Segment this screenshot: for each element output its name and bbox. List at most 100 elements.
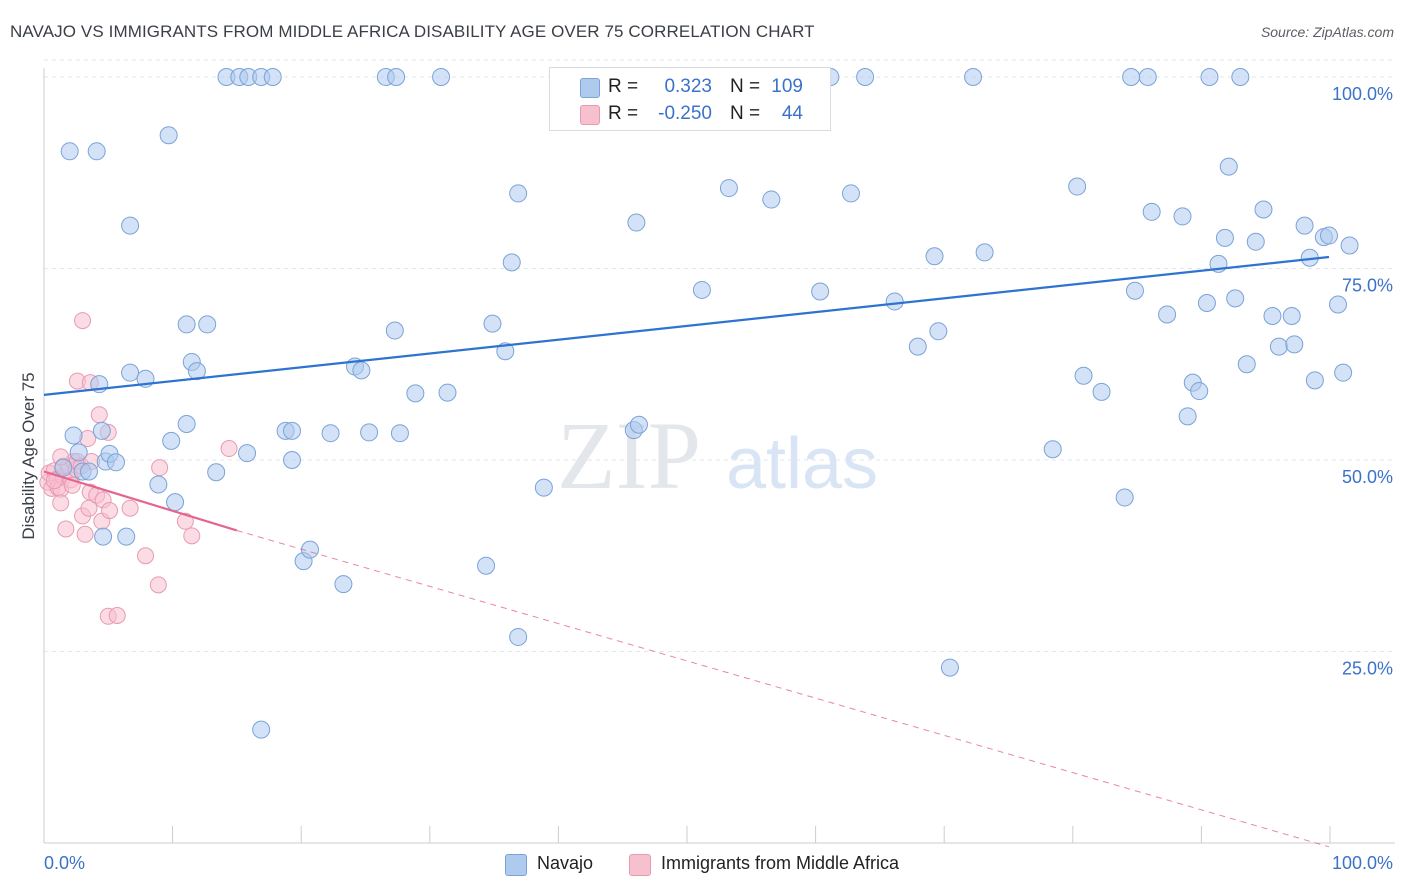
chart-title: NAVAJO VS IMMIGRANTS FROM MIDDLE AFRICA … — [10, 22, 815, 41]
navajo-point — [1173, 207, 1192, 226]
navajo-point — [1320, 226, 1338, 245]
navajo-point — [477, 556, 496, 575]
navajo-point — [1215, 228, 1234, 247]
immigrants-point — [151, 459, 169, 477]
y-tick-label: 75.0% — [1342, 276, 1393, 296]
navajo-point — [159, 126, 178, 145]
navajo-point — [1285, 335, 1304, 354]
immigrants-point — [52, 494, 70, 512]
trend-lines — [43, 255, 1330, 848]
immigrants-trend-line — [43, 470, 238, 532]
y-tick-label: 25.0% — [1342, 659, 1393, 679]
navajo-point — [79, 462, 98, 481]
navajo-point — [207, 463, 226, 482]
r-label: R = — [608, 103, 639, 124]
navajo-point — [166, 493, 185, 512]
immigrants-point — [101, 502, 119, 520]
navajo-point — [940, 658, 959, 677]
navajo-point — [187, 362, 206, 381]
immigrants-point — [121, 499, 139, 517]
navajo-point — [1334, 363, 1353, 382]
immigrants-point — [57, 520, 75, 538]
navajo-point — [1197, 293, 1216, 312]
navajo-point — [149, 475, 168, 494]
navajo-point — [321, 424, 340, 443]
navajo-point — [69, 443, 88, 462]
legend-row-immigrants: R = -0.250 N = 44 — [550, 101, 830, 127]
navajo-swatch-icon — [580, 78, 600, 98]
navajo-point — [629, 415, 648, 434]
immigrants-point — [74, 312, 92, 330]
navajo-point — [177, 315, 196, 334]
navajo-point — [117, 527, 136, 546]
n-value-immigrants: 44 — [781, 103, 803, 124]
navajo-point — [438, 383, 457, 402]
navajo-point — [509, 627, 528, 646]
navajo-point — [856, 68, 875, 86]
n-label: N = — [730, 76, 761, 97]
immigrants-point — [137, 547, 155, 565]
navajo-point — [975, 243, 994, 262]
navajo-point — [1092, 382, 1111, 401]
navajo-point — [94, 527, 113, 546]
axes — [43, 68, 1395, 844]
immigrants-point — [183, 527, 201, 545]
navajo-point — [908, 337, 927, 356]
navajo-point — [121, 363, 140, 382]
navajo-trend-line — [43, 255, 1330, 396]
navajo-point — [1190, 382, 1209, 401]
x-tick-label: 100.0% — [1332, 853, 1393, 873]
r-value-navajo: 0.323 — [664, 76, 712, 97]
navajo-point — [1178, 407, 1197, 426]
navajo-point — [252, 720, 271, 739]
navajo-point — [283, 421, 302, 440]
navajo-point — [885, 292, 904, 311]
y-axis-label: Disability Age Over 75 — [19, 372, 38, 539]
navajo-point — [238, 444, 257, 463]
navajo-point — [390, 424, 409, 443]
immigrants-point — [220, 440, 238, 458]
navajo-point — [360, 423, 379, 442]
navajo-point — [92, 421, 111, 440]
tick-labels: 25.0% 50.0% 75.0% 100.0% 0.0% 100.0% — [44, 84, 1393, 873]
navajo-point — [1226, 289, 1245, 308]
r-value-immigrants: -0.250 — [658, 103, 712, 124]
navajo-point — [627, 213, 646, 232]
navajo-point — [502, 253, 521, 272]
immigrants-point — [90, 406, 108, 424]
navajo-point — [841, 184, 860, 203]
legend-label-navajo: Navajo — [537, 853, 594, 873]
navajo-point — [1263, 306, 1282, 325]
navajo-point — [1295, 216, 1314, 235]
stats-legend: R = 0.323 N = 109 R = -0.250 N = 44 — [549, 67, 831, 131]
navajo-point — [1043, 440, 1062, 459]
immigrants-point — [76, 525, 94, 543]
y-tick-label: 50.0% — [1342, 467, 1393, 487]
navajo-point — [1158, 305, 1177, 324]
navajo-point — [334, 575, 353, 594]
navajo-point — [925, 247, 944, 266]
navajo-point — [1269, 337, 1288, 356]
navajo-point — [198, 315, 217, 334]
immigrants-swatch-icon — [580, 105, 600, 125]
legend-row-navajo: R = 0.323 N = 109 — [550, 74, 830, 100]
navajo-point — [121, 216, 140, 235]
navajo-point — [87, 142, 106, 161]
immigrants-point — [108, 606, 126, 624]
n-label: N = — [730, 103, 761, 124]
navajo-legend-icon — [505, 854, 527, 876]
navajo-point — [496, 342, 515, 361]
navajo-point — [283, 451, 302, 469]
navajo-point — [1246, 232, 1265, 251]
navajo-points — [54, 68, 1359, 739]
navajo-point — [177, 414, 196, 433]
navajo-point — [1328, 295, 1347, 314]
navajo-point — [162, 431, 181, 450]
navajo-point — [1200, 68, 1219, 86]
r-label: R = — [608, 76, 639, 97]
navajo-point — [719, 179, 738, 198]
immigrants-trend-extension — [236, 529, 1330, 848]
navajo-point — [106, 453, 125, 472]
navajo-point — [1305, 371, 1324, 390]
